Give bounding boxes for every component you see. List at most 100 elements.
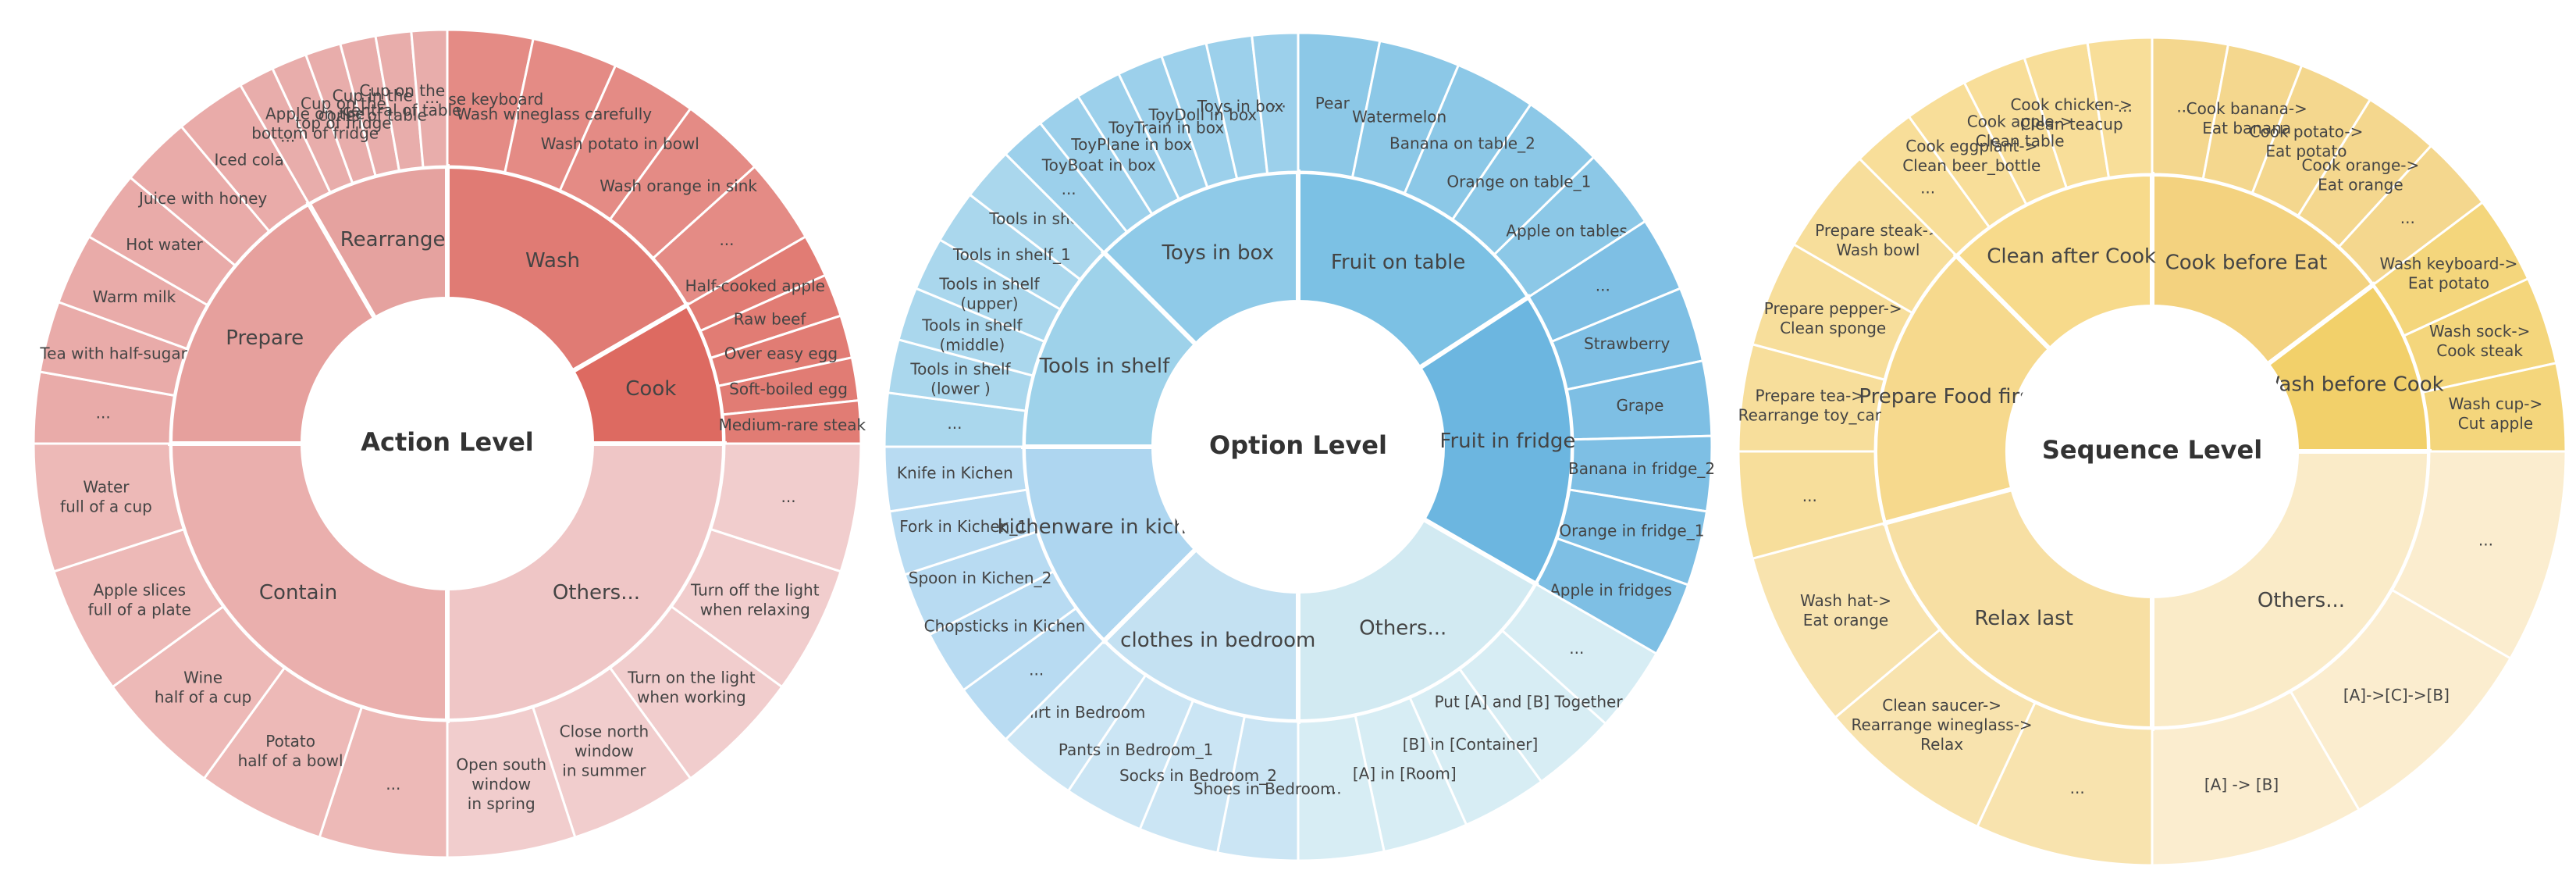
outer-label-wash-cup-cut-apple: Wash cup-> Cut apple [2449, 394, 2543, 432]
outer-label-apple-in-fridges: Apple in fridges [1550, 580, 1672, 599]
outer-label-shoes-in-bedroom: Shoes in Bedroom [1194, 779, 1336, 797]
outer-label-tea-with-half-sugar: Tea with half-sugar [39, 344, 187, 362]
outer-label-cook-apple-clean-table: Cook apple-> Clean table [1967, 112, 2073, 150]
center-title-action-level: Action Level [361, 427, 534, 457]
outer-label-wine-half-of-a-cup: Wine half of a cup [155, 668, 252, 706]
inner-label-toys-in-box: Toys in box [1161, 241, 1274, 264]
outer-label-cook-potato-eat-potato: Cook potato-> Eat potato [2250, 122, 2364, 160]
outer-label-ellipsis: ... [2070, 779, 2085, 797]
outer-label-half-cooked-apple: Half-cooked apple [685, 276, 825, 295]
inner-label-relax-last: Relax last [1974, 607, 2073, 630]
outer-label-turn-on-the-light-when-working: Turn on the light when working [627, 668, 756, 706]
outer-label-tools-in-shelf-upper: Tools in shelf (upper) [938, 274, 1040, 312]
outer-label-ellipsis: ... [425, 87, 439, 106]
outer-label-turn-off-the-light-when-relaxing: Turn off the light when relaxing [690, 580, 820, 619]
outer-label-wash-wineglass-carefully: Wash wineglass carefully [456, 105, 652, 123]
inner-label-others: Others... [553, 580, 640, 604]
outer-label-cook-orange-eat-orange: Cook orange-> Eat orange [2302, 155, 2420, 194]
outer-label-medium-rare-steak: Medium-rare steak [719, 415, 866, 433]
inner-label-others: Others... [2258, 588, 2345, 612]
outer-label-knife-in-kichen: Knife in Kichen [897, 463, 1013, 482]
outer-label-potato-half-of-a-bowl: Potato half of a bowl [238, 731, 343, 769]
outer-label-ellipsis: ... [2118, 96, 2133, 115]
outer-label-ellipsis: ... [280, 127, 295, 145]
outer-label-juice-with-honey: Juice with honey [137, 189, 267, 208]
outer-label-ellipsis: ... [1062, 180, 1076, 198]
outer-label-warm-milk: Warm milk [93, 287, 176, 305]
outer-label-ellipsis: ... [1802, 486, 1817, 505]
outer-label-cup-in-the-coner-of-table: Cup in the coner of table [318, 86, 427, 124]
inner-label-clean-after-cook: Clean after Cook [1987, 244, 2156, 268]
outer-label-ellipsis: ... [719, 230, 734, 248]
outer-label-wash-keyboard-eat-potato: Wash keyboard-> Eat potato [2379, 254, 2517, 292]
outer-label-ellipsis: ... [96, 403, 111, 422]
outer-label-ellipsis: ... [1569, 639, 1584, 658]
outer-label-toys-in-box: Toys in box [1197, 97, 1284, 116]
outer-label-ellipsis: ... [2400, 209, 2415, 227]
outer-label-toyboat-in-box: ToyBoat in box [1041, 155, 1156, 174]
outer-label-orange-on-table-1: Orange on table_1 [1446, 172, 1591, 191]
outer-label-watermelon: Watermelon [1352, 107, 1446, 126]
outer-label-banana-on-table-2: Banana on table_2 [1389, 134, 1535, 152]
inner-label-cook-before-eat: Cook before Eat [2165, 251, 2328, 274]
outer-label-clean-saucer-rearrange-wineglass-relax: Clean saucer-> Rearrange wineglass-> Relax [1852, 696, 2033, 754]
outer-label-hot-water: Hot water [126, 235, 203, 254]
outer-label-ellipsis: ... [781, 487, 796, 506]
center-circle [305, 301, 589, 586]
outer-label-pants-in-bedroom-1: Pants in Bedroom_1 [1059, 740, 1214, 758]
outer-label-raw-beef: Raw beef [734, 309, 807, 328]
outer-label-fork-in-kichen-1: Fork in Kichen_1 [899, 516, 1027, 535]
outer-label-wash-orange-in-sink: Wash orange in sink [600, 177, 757, 195]
outer-label-ellipsis: ... [1596, 276, 1610, 294]
outer-label-grape: Grape [1616, 396, 1663, 415]
outer-label-strawberry: Strawberry [1584, 334, 1670, 353]
inner-label-wash-before-cook: Wash before Cook [2260, 373, 2443, 396]
inner-label-fruit-in-fridge: Fruit in fridge [1439, 429, 1575, 452]
outer-label-water-full-of-a-cup: Water full of a cup [60, 477, 152, 515]
outer-label-banana-in-fridge-2: Banana in fridge_2 [1568, 458, 1715, 477]
outer-label-put-a-and-b-together: Put [A] and [B] Together [1435, 692, 1624, 711]
outer-label-cook-eggplant-clean-beer-bottle: Cook eggplant-> Clean beer_bottle [1902, 137, 2041, 175]
outer-label-wash-hat-eat-orange: Wash hat-> Eat orange [1800, 590, 1891, 629]
outer-label-ellipsis: ... [1272, 92, 1286, 111]
outer-label-ellipsis: ... [1920, 178, 1935, 197]
outer-segment-ellipsis[interactable] [2086, 36, 2154, 180]
outer-label-tools-in-shelf-middle: Tools in shelf (middle) [921, 316, 1023, 354]
inner-label-clothes-in-bedroom: clothes in bedroom [1120, 629, 1315, 652]
inner-label-prepare-food-first: Prepare Food first [1859, 385, 2038, 408]
center-circle [2010, 309, 2294, 594]
outer-label-apple-slices-full-of-a-plate: Apple slices full of a plate [88, 580, 191, 619]
outer-label-cook-chicken-clean-teacup: Cook chicken-> Clean teacup [2010, 95, 2132, 134]
outer-label-ellipsis: ... [386, 775, 400, 793]
outer-label-socks-in-bedroom-2: Socks in Bedroom_2 [1119, 766, 1277, 785]
outer-label-soft-boiled-egg: Soft-boiled egg [729, 379, 848, 398]
inner-label-wash: Wash [525, 249, 580, 273]
outer-segment-ellipsis[interactable] [410, 28, 449, 169]
outer-label-ellipsis: ... [1029, 660, 1044, 679]
outer-label-toyplane-in-box: ToyPlane in box [1070, 135, 1192, 154]
outer-label-prepare-tea-rearrange-toy-car: Prepare tea-> Rearrange toy_car [1738, 386, 1882, 424]
outer-segment-ellipsis[interactable] [1251, 31, 1300, 175]
outer-label-over-easy-egg: Over easy egg [724, 344, 838, 362]
outer-label-prepare-pepper-clean-sponge: Prepare pepper-> Clean sponge [1764, 299, 1902, 337]
outer-label-b-in-container: [B] in [Container] [1403, 734, 1539, 753]
outer-label-tools-in-shelf-1: Tools in shelf_1 [952, 244, 1071, 263]
outer-label-ellipsis: ... [2478, 530, 2493, 549]
outer-label-open-south-window-in-spring: Open south window in spring [456, 755, 546, 813]
center-title-sequence-level: Sequence Level [2042, 435, 2262, 465]
outer-label-ellipsis: ... [1327, 779, 1342, 797]
outer-label-cook-banana-eat-banana: Cook banana-> Eat banana [2186, 98, 2307, 137]
outer-label-spoon-in-kichen-2: Spoon in Kichen_2 [909, 568, 1052, 587]
outer-label-prepare-steak-wash-bowl: Prepare steak-> Wash bowl [1815, 221, 1941, 259]
inner-label-cook: Cook [625, 377, 676, 401]
center-title-option-level: Option Level [1209, 430, 1387, 460]
outer-label-pear: Pear [1315, 94, 1350, 112]
inner-label-others: Others... [1359, 616, 1446, 640]
inner-label-fruit-on-table: Fruit on table [1331, 251, 1465, 274]
inner-label-tools-in-shelf: Tools in shelf [1039, 355, 1171, 378]
outer-label-a-c-b: [A]->[C]->[B] [2343, 685, 2450, 704]
outer-label-ellipsis: ... [2176, 97, 2191, 116]
